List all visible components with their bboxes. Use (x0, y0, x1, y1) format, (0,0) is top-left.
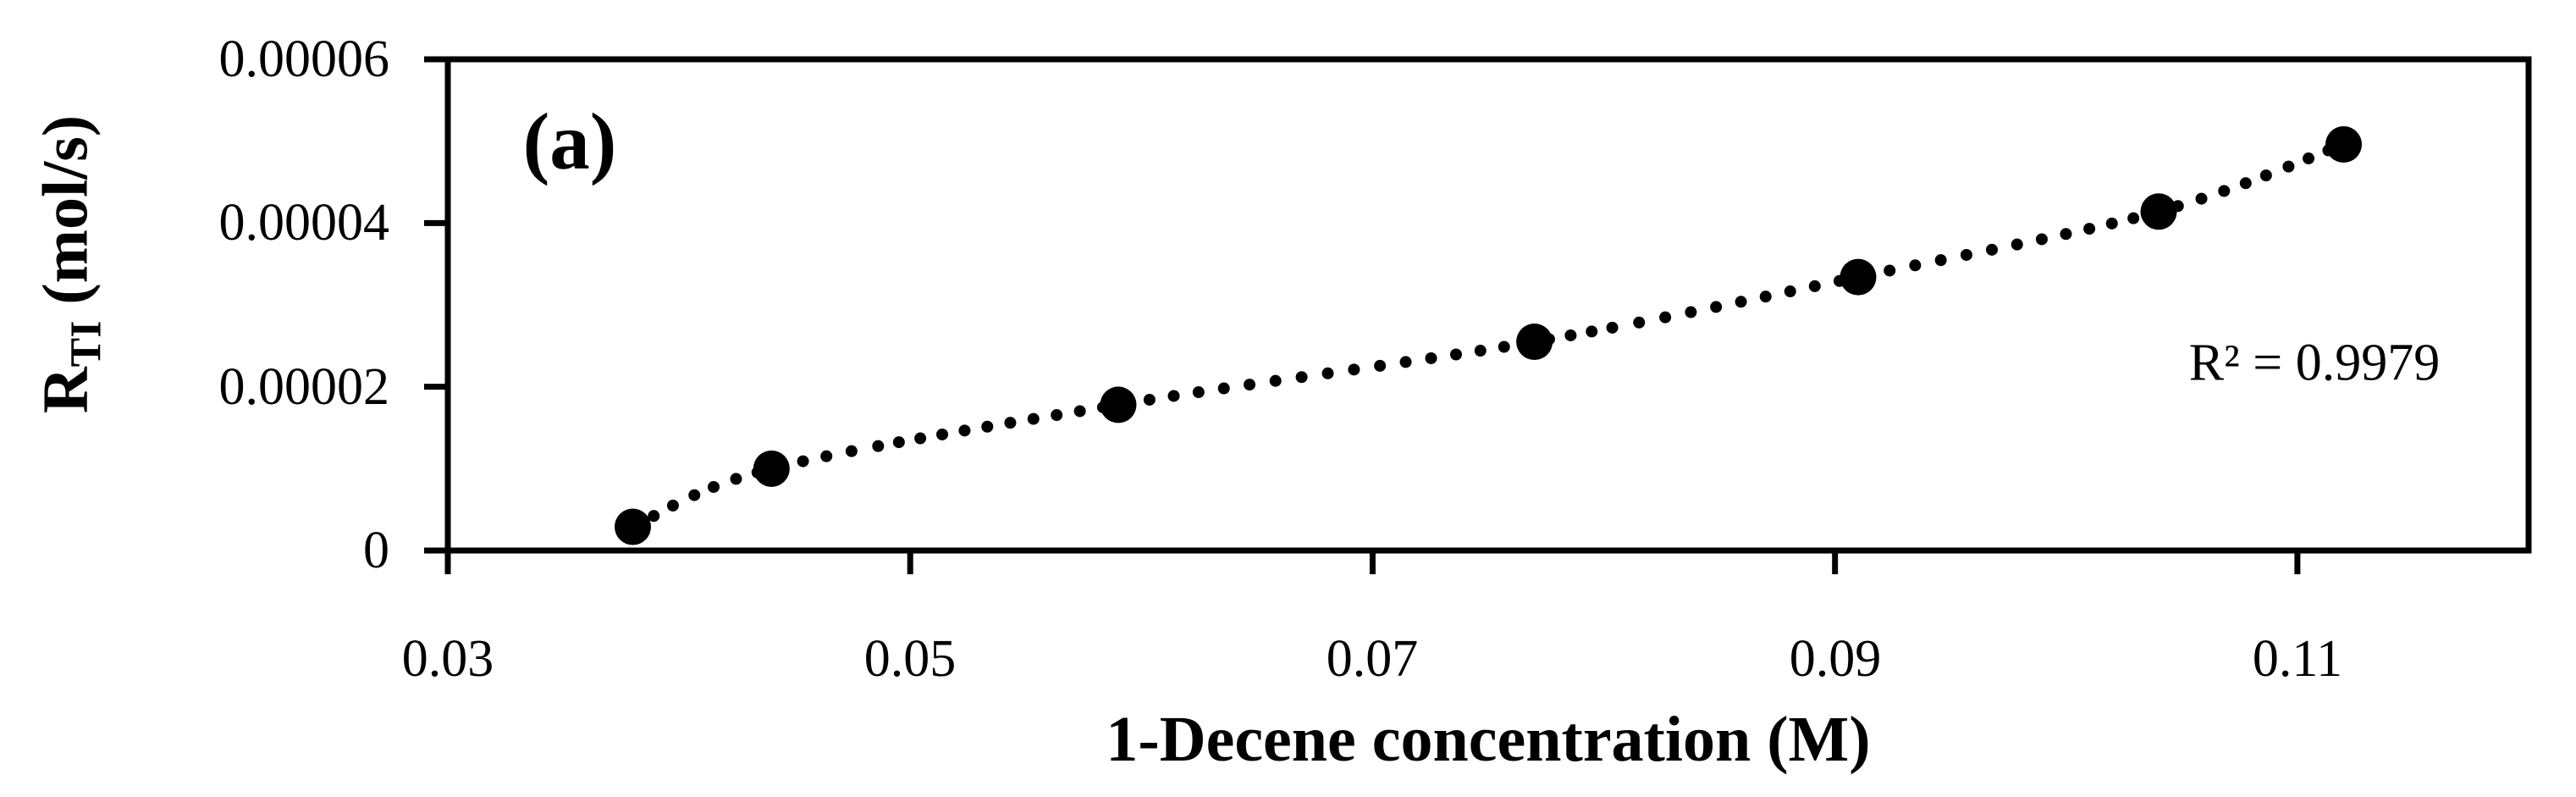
trendline-dot (1633, 316, 1646, 329)
y-tick-label: 0.00004 (218, 194, 390, 252)
trendline-dot (1710, 301, 1723, 313)
data-point-marker (2140, 193, 2177, 230)
trendline-dot (1808, 280, 1821, 292)
trendline-dot (1269, 374, 1282, 387)
trendline-dot (1399, 356, 1412, 368)
trendline-dot (1498, 340, 1510, 353)
y-axis-title-prefix: R (30, 367, 102, 414)
trendline-dot (1027, 412, 1040, 425)
trendline-dot (2218, 185, 2231, 197)
trendline-dot (1986, 243, 1999, 256)
trendline-dot (2239, 177, 2252, 190)
trendline-dot (936, 428, 949, 440)
trendline-dot (1244, 379, 1256, 391)
trendline-dot (872, 440, 885, 452)
trendline-dot (688, 489, 701, 501)
y-axis-title-subscript: TI (62, 320, 111, 368)
trendline-dot (2282, 160, 2295, 173)
trendline-dot (1759, 291, 1772, 303)
trendline-dot (820, 450, 833, 462)
trendline-dot (2035, 233, 2048, 246)
trendline-dot (914, 432, 927, 445)
trendline-dot (1685, 306, 1697, 318)
y-tick-label: 0.00006 (218, 30, 390, 88)
x-axis-title: 1-Decene concentration (M) (1106, 704, 1871, 775)
trendline-dot (1659, 311, 1672, 324)
trendline-dot (1143, 393, 1156, 406)
y-axis-title: RTI (mol/s) (30, 114, 111, 414)
trendline-dot (1321, 367, 1334, 379)
trendline-dot (1004, 417, 1017, 429)
trendline-dot (2105, 217, 2118, 230)
x-tick-label: 0.07 (1326, 630, 1419, 688)
data-point-marker (753, 450, 790, 487)
trendline-dot (2195, 192, 2208, 205)
trendline-dot (2060, 228, 2072, 241)
trendline-dot (1374, 359, 1387, 372)
trendline-dot (1192, 386, 1205, 399)
trendline-dot (1735, 296, 1747, 308)
trendline-dot (2083, 223, 2096, 235)
plot-border (444, 56, 2532, 554)
trendline-dot (1586, 325, 1598, 338)
trendline-dot (666, 499, 679, 512)
trendline-dot (981, 420, 994, 433)
trendline-dot (1960, 248, 1972, 261)
trendline-dot (1909, 259, 1922, 272)
trendline-dot (1425, 351, 1437, 364)
trendline-dot (2127, 212, 2140, 224)
trendline-dot (1051, 409, 1063, 422)
trendline-dot (708, 480, 720, 493)
trendline-dot (730, 473, 742, 485)
x-tick-label: 0.03 (401, 630, 494, 688)
data-point-marker (1100, 386, 1137, 423)
trendline-dot (1606, 321, 1619, 334)
x-tick-label: 0.11 (2252, 630, 2343, 688)
trendline-dot (1073, 405, 1086, 418)
trendline-dot (648, 510, 660, 523)
data-point-marker (614, 508, 651, 545)
data-point-marker (2325, 126, 2363, 163)
trendline-dot (1564, 329, 1577, 341)
trendline-dot (2259, 169, 2272, 182)
trendline-dot (1295, 371, 1308, 384)
x-tick-label: 0.09 (1789, 630, 1882, 688)
trendline-dot (1167, 390, 1180, 402)
y-tick-label: 0 (363, 522, 389, 579)
trendline-dot (2303, 152, 2315, 165)
panel-label: (a) (522, 97, 617, 186)
trendline-dot (892, 436, 905, 449)
r-squared-annotation: R² = 0.9979 (2188, 334, 2441, 392)
y-axis-title-suffix: (mol/s) (30, 114, 102, 321)
trendline-dot (1474, 345, 1487, 357)
trendline-dot (1884, 264, 1896, 277)
trendline-dot (1217, 382, 1230, 395)
data-point-marker (1840, 258, 1877, 296)
trendline-dot (1348, 363, 1360, 376)
trendline-dot (1784, 285, 1796, 298)
x-tick-label: 0.05 (863, 630, 957, 688)
trendline-dot (2011, 238, 2023, 251)
trendline-dot (845, 445, 858, 457)
trendline-dot (1934, 254, 1947, 267)
trendline-dot (797, 455, 809, 468)
data-point-marker (1516, 324, 1553, 360)
y-tick-label: 0.00002 (218, 358, 390, 416)
trendline-dot (958, 424, 971, 437)
trendline-dot (1449, 348, 1462, 361)
